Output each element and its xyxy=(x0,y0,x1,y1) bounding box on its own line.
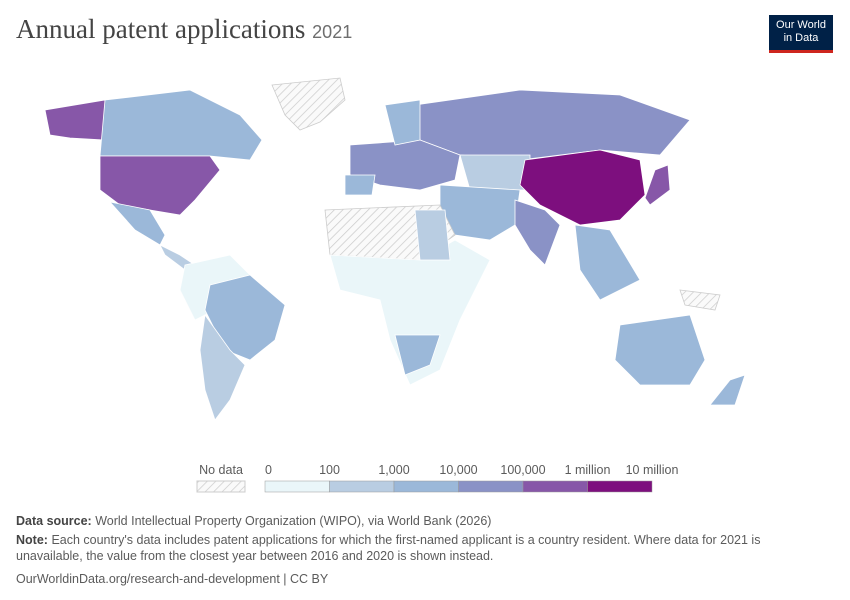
legend-swatch xyxy=(459,481,524,492)
legend-swatch xyxy=(330,481,395,492)
legend-label: 1,000 xyxy=(378,463,409,477)
source-text: World Intellectual Property Organization… xyxy=(95,514,491,528)
legend: No data 0 100 1,000 10,000 100,000 1 million 10… xyxy=(197,463,678,492)
note-text: Each country's data includes patent appl… xyxy=(16,533,760,563)
source: Data source: World Intellectual Property… xyxy=(16,513,826,529)
legend-label: 10 million xyxy=(626,463,679,477)
legend-no-data-label: No data xyxy=(199,463,243,477)
legend-label: 100 xyxy=(319,463,340,477)
legend-no-data-swatch xyxy=(197,481,245,492)
legend-label: 1 million xyxy=(565,463,611,477)
alaska xyxy=(45,100,105,140)
legend-swatch xyxy=(265,481,330,492)
legend-swatch xyxy=(523,481,588,492)
canada xyxy=(100,90,262,160)
logo[interactable]: Our Worldin Data xyxy=(769,15,833,53)
legend-swatch xyxy=(394,481,459,492)
japan xyxy=(645,165,670,205)
title: Annual patent applications 2021 xyxy=(16,14,352,45)
new-guinea xyxy=(680,290,720,310)
scandinavia xyxy=(385,100,420,145)
note: Note: Each country's data includes paten… xyxy=(16,532,826,564)
logo-line: Our World xyxy=(769,19,833,32)
russia xyxy=(415,90,690,160)
iberia xyxy=(345,175,375,195)
note-label: Note: xyxy=(16,533,48,547)
australia xyxy=(615,315,705,385)
legend-label: 10,000 xyxy=(439,463,477,477)
title-text: Annual patent applications xyxy=(16,14,305,44)
countries xyxy=(45,78,745,420)
central-asia xyxy=(460,155,530,190)
year: 2021 xyxy=(312,22,352,42)
source-label: Data source: xyxy=(16,514,92,528)
egypt-east-africa xyxy=(415,210,450,260)
legend-swatch xyxy=(588,481,653,492)
legend-label: 0 xyxy=(265,463,272,477)
new-zealand xyxy=(710,375,745,405)
legend-label: 100,000 xyxy=(500,463,545,477)
greenland xyxy=(272,78,345,130)
url[interactable]: OurWorldinData.org/research-and-developm… xyxy=(16,571,826,587)
southeast-asia xyxy=(575,225,640,300)
map: No data 0 100 1,000 10,000 100,000 1 million 10… xyxy=(0,60,850,560)
logo-line: in Data xyxy=(769,32,833,45)
